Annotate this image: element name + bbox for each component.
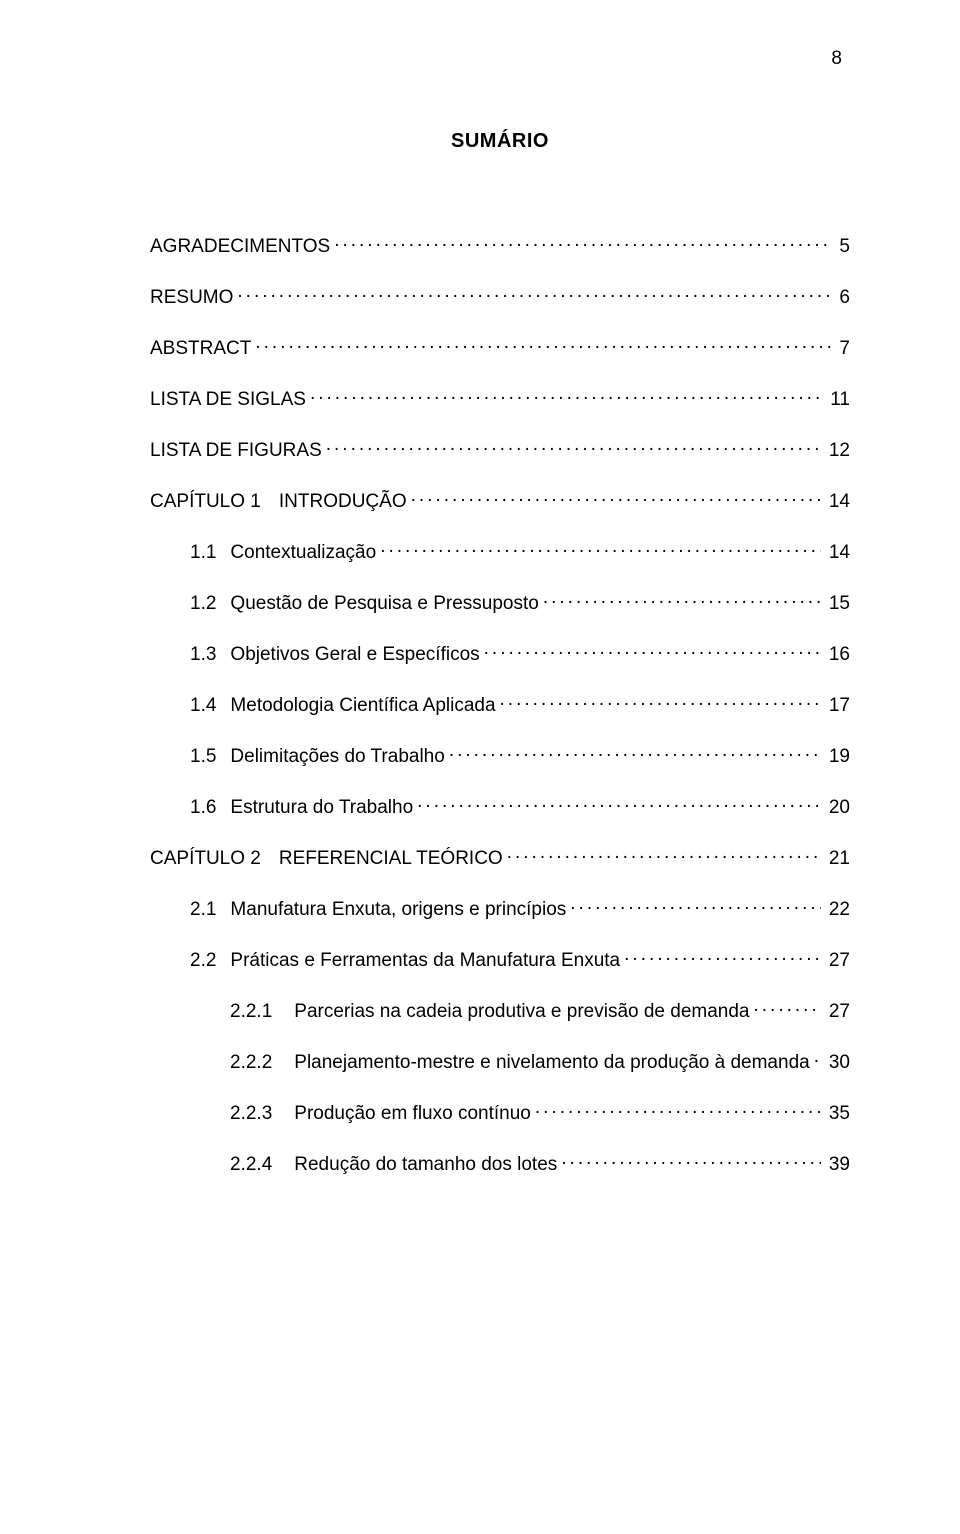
toc-entry-number: 2.2.1: [230, 1001, 272, 1023]
toc-leader-dots: [814, 1049, 821, 1068]
toc-entry: RESUMO 6: [150, 284, 850, 309]
toc-entry-page: 14: [825, 542, 850, 564]
toc-entry: CAPÍTULO 2 REFERENCIAL TEÓRICO 21: [150, 845, 850, 870]
toc-leader-dots: [310, 386, 822, 405]
toc-entry-text: LISTA DE SIGLAS: [150, 389, 306, 411]
toc-entry-number: 1.2: [190, 593, 216, 615]
toc-entry-number: 1.3: [190, 644, 216, 666]
toc-entry-text: Produção em fluxo contínuo: [294, 1103, 531, 1125]
toc-entry: 1.5 Delimitações do Trabalho 19: [150, 743, 850, 768]
toc-entry-number: 1.4: [190, 695, 216, 717]
toc-entry-text: Manufatura Enxuta, origens e princípios: [230, 899, 566, 921]
toc-leader-dots: [334, 233, 831, 252]
toc-entry-page: 27: [825, 1001, 850, 1023]
toc-leader-dots: [507, 845, 821, 864]
toc-entry-text: Delimitações do Trabalho: [230, 746, 444, 768]
toc-leader-dots: [754, 998, 821, 1017]
toc-entry-page: 12: [825, 440, 850, 462]
toc-entry-page: 20: [825, 797, 850, 819]
toc-leader-dots: [484, 641, 821, 660]
toc-entry: 2.2.2 Planejamento-mestre e nivelamento d…: [150, 1049, 850, 1074]
toc-entry: AGRADECIMENTOS 5: [150, 233, 850, 258]
toc-entry-text: INTRODUÇÃO: [279, 491, 407, 513]
toc-leader-dots: [237, 284, 831, 303]
toc-entry-number: 2.1: [190, 899, 216, 921]
toc-entry-number: 1.6: [190, 797, 216, 819]
toc-entry-page: 5: [835, 236, 850, 258]
toc-entry-page: 16: [825, 644, 850, 666]
toc-entry-text: REFERENCIAL TEÓRICO: [279, 848, 503, 870]
toc-entry-page: 30: [825, 1052, 850, 1074]
toc-chapter-label: CAPÍTULO 1: [150, 491, 261, 513]
toc-entry-text: Objetivos Geral e Específicos: [230, 644, 479, 666]
toc-entry-text: LISTA DE FIGURAS: [150, 440, 322, 462]
toc-entry-page: 27: [825, 950, 850, 972]
toc-entry-number: 1.1: [190, 542, 216, 564]
toc-entry: 1.3 Objetivos Geral e Específicos 16: [150, 641, 850, 666]
toc-leader-dots: [411, 488, 821, 507]
toc-entry-number: 2.2.4: [230, 1154, 272, 1176]
toc-entry-page: 39: [825, 1154, 850, 1176]
toc-entry-page: 21: [825, 848, 850, 870]
toc-entry: CAPÍTULO 1 INTRODUÇÃO 14: [150, 488, 850, 513]
toc-entry-text: Práticas e Ferramentas da Manufatura Enx…: [230, 950, 620, 972]
toc-leader-dots: [255, 335, 831, 354]
toc-entry-page: 22: [825, 899, 850, 921]
toc-entry-number: 2.2.2: [230, 1052, 272, 1074]
toc-entry-page: 11: [826, 389, 850, 411]
toc-leader-dots: [417, 794, 821, 813]
toc-entry: 1.6 Estrutura do Trabalho 20: [150, 794, 850, 819]
toc-leader-dots: [543, 590, 821, 609]
toc-entry-text: Contextualização: [230, 542, 376, 564]
toc-entry-page: 35: [825, 1103, 850, 1125]
toc-entry: 2.2.3 Produção em fluxo contínuo 35: [150, 1100, 850, 1125]
toc-leader-dots: [500, 692, 821, 711]
toc-entry-text: Metodologia Científica Aplicada: [230, 695, 495, 717]
toc-entry: 1.1 Contextualização 14: [150, 539, 850, 564]
toc-entry: 2.2.4 Redução do tamanho dos lotes 39: [150, 1151, 850, 1176]
toc-list: AGRADECIMENTOS 5 RESUMO 6 ABSTRACT 7 LISTA DE …: [150, 233, 850, 1176]
page: 8 SUMÁRIO AGRADECIMENTOS 5 RESUMO 6 ABSTRACT…: [0, 0, 960, 1534]
toc-leader-dots: [624, 947, 821, 966]
toc-entry-text: Planejamento-mestre e nivelamento da pro…: [294, 1052, 809, 1074]
toc-entry: 2.2 Práticas e Ferramentas da Manufatura …: [150, 947, 850, 972]
toc-entry-text: Parcerias na cadeia produtiva e previsão…: [294, 1001, 749, 1023]
toc-entry: 2.2.1 Parcerias na cadeia produtiva e pre…: [150, 998, 850, 1023]
toc-leader-dots: [535, 1100, 821, 1119]
toc-leader-dots: [561, 1151, 821, 1170]
toc-entry-text: AGRADECIMENTOS: [150, 236, 330, 258]
toc-entry-number: 2.2.3: [230, 1103, 272, 1125]
toc-entry: 1.2 Questão de Pesquisa e Pressuposto 15: [150, 590, 850, 615]
toc-entry: LISTA DE FIGURAS 12: [150, 437, 850, 462]
toc-entry-text: Redução do tamanho dos lotes: [294, 1154, 557, 1176]
toc-entry-number: 1.5: [190, 746, 216, 768]
toc-entry-page: 19: [825, 746, 850, 768]
toc-leader-dots: [570, 896, 821, 915]
toc-entry: LISTA DE SIGLAS 11: [150, 386, 850, 411]
toc-entry-page: 14: [825, 491, 850, 513]
toc-leader-dots: [380, 539, 821, 558]
toc-leader-dots: [449, 743, 821, 762]
page-number: 8: [831, 48, 842, 70]
toc-title: SUMÁRIO: [150, 130, 850, 153]
toc-entry-page: 7: [835, 338, 850, 360]
toc-entry-page: 6: [835, 287, 850, 309]
toc-entry-text: ABSTRACT: [150, 338, 251, 360]
toc-entry: ABSTRACT 7: [150, 335, 850, 360]
toc-entry-text: Questão de Pesquisa e Pressuposto: [230, 593, 538, 615]
toc-entry-text: RESUMO: [150, 287, 233, 309]
toc-entry: 1.4 Metodologia Científica Aplicada 17: [150, 692, 850, 717]
toc-entry: 2.1 Manufatura Enxuta, origens e princípi…: [150, 896, 850, 921]
toc-chapter-label: CAPÍTULO 2: [150, 848, 261, 870]
toc-entry-text: Estrutura do Trabalho: [230, 797, 413, 819]
toc-leader-dots: [326, 437, 821, 456]
toc-entry-page: 17: [825, 695, 850, 717]
toc-entry-page: 15: [825, 593, 850, 615]
toc-entry-number: 2.2: [190, 950, 216, 972]
